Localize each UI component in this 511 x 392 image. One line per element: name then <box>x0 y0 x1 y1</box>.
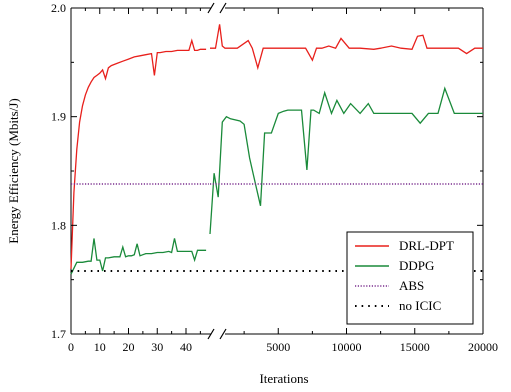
y-tick-label: 1.7 <box>51 327 66 341</box>
legend-label: ABS <box>399 278 424 293</box>
legend-label: no ICIC <box>399 298 441 313</box>
series-line-ddpg-seg-2 <box>209 86 483 235</box>
y-tick-label: 2.0 <box>51 1 66 15</box>
x-tick-label: 30 <box>151 340 163 354</box>
x-tick-label: 40 <box>180 340 192 354</box>
legend-box <box>346 231 474 325</box>
axis-break <box>207 2 227 340</box>
legend-label: DRL-DPT <box>399 238 454 253</box>
series-layer <box>70 24 483 275</box>
axis-break-mark <box>207 2 215 14</box>
legend-label: DDPG <box>399 258 434 273</box>
axis-break-mark <box>219 2 227 14</box>
legend: DRL-DPT DDPG ABS no ICIC <box>346 231 474 325</box>
series-line-drl-dpt-seg-1 <box>70 38 207 269</box>
y-tick-label: 1.8 <box>51 218 66 232</box>
x-tick-label: 10 <box>94 340 106 354</box>
x-tick-label: 20000 <box>468 340 498 354</box>
x-tick-label: 5000 <box>266 340 290 354</box>
y-axis-label: Energy Efficiency (Mbits/J) <box>6 98 21 243</box>
x-tick-label: 0 <box>68 340 74 354</box>
series-line-drl-dpt-seg-2 <box>210 24 483 71</box>
axes-layer: 1.7 1.8 1.9 2.0 0 10 20 30 40 5000 10000 15000 20000 <box>51 1 498 354</box>
y-tick-label: 1.9 <box>51 110 66 124</box>
x-tick-label: 20 <box>123 340 135 354</box>
x-tick-label: 10000 <box>332 340 362 354</box>
x-axis-label: Iterations <box>259 371 308 386</box>
axis-break-mark <box>219 328 227 340</box>
axis-break-mark <box>207 328 215 340</box>
series-line-ddpg-seg-1 <box>70 238 207 275</box>
x-tick-label: 15000 <box>400 340 430 354</box>
